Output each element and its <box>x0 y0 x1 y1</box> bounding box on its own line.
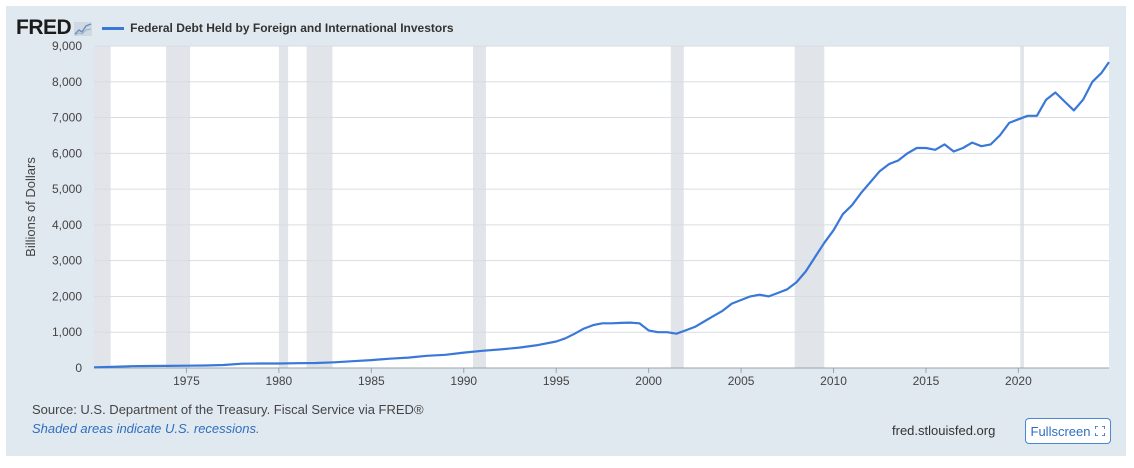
site-url[interactable]: fred.stlouisfed.org <box>892 423 996 438</box>
fred-logo[interactable]: FRED <box>16 16 72 39</box>
expand-icon <box>1095 426 1106 436</box>
x-tick-label: 2005 <box>728 374 755 388</box>
recession-band-4 <box>473 46 486 368</box>
y-tick-label: 3,000 <box>52 254 82 268</box>
series-layer <box>93 61 1110 369</box>
y-tick-labels: 0 1,000 2,000 3,000 4,000 5,000 6,000 7,000 8,00… <box>52 39 82 375</box>
recession-band-3 <box>306 46 333 368</box>
plot-area <box>94 46 1109 368</box>
y-tick-label: 5,000 <box>52 182 82 196</box>
y-axis-label: Billions of Dollars <box>23 157 38 257</box>
chart-frame: FRED Federal Debt Held by Foreign and In… <box>6 6 1126 456</box>
fullscreen-label: Fullscreen <box>1030 423 1091 439</box>
x-tick-label: 1995 <box>543 374 570 388</box>
recession-band-0 <box>94 46 111 368</box>
fullscreen-button[interactable]: Fullscreen <box>1025 418 1111 444</box>
fred-graph-icon <box>74 22 93 36</box>
y-tick-label: 9,000 <box>52 39 82 53</box>
y-tick-label: 1,000 <box>52 325 82 339</box>
x-tick-label: 1985 <box>358 374 385 388</box>
y-tick-label: 0 <box>75 361 82 375</box>
x-tick-label: 2010 <box>820 374 847 388</box>
source-text: Source: U.S. Department of the Treasury.… <box>32 402 424 417</box>
x-tick-label: 1980 <box>266 374 293 388</box>
recession-bands <box>94 46 1024 368</box>
recession-band-5 <box>670 46 684 368</box>
recession-band-2 <box>278 46 289 368</box>
recession-note: Shaded areas indicate U.S. recessions. <box>32 421 260 436</box>
gridlines <box>94 45 1109 369</box>
y-tick-label: 6,000 <box>52 146 82 160</box>
recession-band-1 <box>166 46 191 368</box>
recession-band-7 <box>1020 46 1024 368</box>
chart-header: FRED Federal Debt Held by Foreign and In… <box>16 14 454 42</box>
recession-band-6 <box>794 46 825 368</box>
x-tick-label: 2015 <box>913 374 940 388</box>
x-tick-labels: 1975 1980 1985 1990 1995 2000 2005 2010 2015 2020 <box>173 368 1032 388</box>
series-line-0[interactable] <box>93 61 1110 369</box>
x-tick-label: 1990 <box>450 374 477 388</box>
line-chart: 0 1,000 2,000 3,000 4,000 5,000 6,000 7,000 8,00… <box>23 39 1110 388</box>
x-tick-label: 2000 <box>635 374 662 388</box>
legend-label: Federal Debt Held by Foreign and Interna… <box>130 21 454 35</box>
y-tick-label: 8,000 <box>52 75 82 89</box>
legend-line-swatch <box>102 26 125 30</box>
y-tick-label: 2,000 <box>52 289 82 303</box>
x-tick-label: 1975 <box>173 374 200 388</box>
y-tick-label: 4,000 <box>52 218 82 232</box>
x-tick-label: 2020 <box>1005 374 1032 388</box>
y-tick-label: 7,000 <box>52 111 82 125</box>
